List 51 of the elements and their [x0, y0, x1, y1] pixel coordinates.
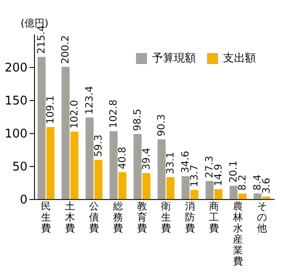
data-label: 8.2 — [237, 174, 248, 191]
x-tick-label: 教育費 — [137, 202, 147, 234]
bar — [38, 56, 46, 199]
bar — [230, 186, 238, 199]
data-label: 40.8 — [117, 146, 128, 170]
y-tick-label: 0 — [20, 192, 28, 206]
bar — [86, 118, 94, 199]
y-tick-label: 150 — [4, 94, 28, 108]
data-label: 102.8 — [108, 100, 120, 128]
data-label: 13.7 — [189, 164, 200, 187]
bar — [238, 194, 246, 199]
bar — [46, 126, 54, 199]
bar — [94, 160, 102, 199]
legend-label: 予算現額 — [152, 52, 196, 65]
data-label: 59.3 — [93, 134, 104, 157]
bar — [142, 172, 150, 199]
data-label: 14.9 — [213, 164, 224, 186]
bar — [190, 190, 198, 199]
bar — [254, 193, 262, 199]
bar — [110, 131, 118, 199]
data-label: 123.4 — [84, 86, 96, 115]
y-tick-label: 100 — [4, 126, 28, 140]
bar — [166, 177, 174, 199]
data-label: 90.3 — [156, 114, 168, 136]
data-label: 33.1 — [165, 152, 176, 174]
data-label: 39.4 — [141, 148, 152, 170]
bar — [118, 172, 126, 199]
y-tick-label: 200 — [4, 60, 28, 74]
legend-label: 支出額 — [223, 52, 256, 65]
x-tick-label: その他 — [257, 202, 267, 234]
bar — [182, 176, 190, 199]
x-tick-label: 土木費 — [65, 200, 75, 234]
x-tick-label: 商工費 — [209, 200, 219, 234]
x-tick-label: 農林水産業費 — [232, 200, 243, 268]
bar — [134, 134, 142, 199]
bar — [206, 180, 214, 199]
x-tick-label: 総務費 — [112, 200, 123, 234]
x-tick-label: 消防費 — [185, 200, 195, 234]
x-tick-label: 民生費 — [41, 202, 51, 234]
data-label: 109.1 — [45, 95, 56, 124]
data-label: 200.2 — [60, 35, 72, 64]
bar — [62, 66, 70, 199]
bar — [214, 189, 222, 199]
data-label: 3.6 — [261, 178, 272, 194]
bar — [158, 139, 166, 199]
data-label: 98.5 — [132, 108, 144, 131]
y-tick-label: 50 — [12, 160, 28, 174]
bar — [70, 132, 78, 199]
x-tick-label: 衛生費 — [161, 200, 171, 234]
data-label: 102.0 — [69, 100, 80, 129]
x-tick-label: 公債費 — [89, 200, 99, 234]
